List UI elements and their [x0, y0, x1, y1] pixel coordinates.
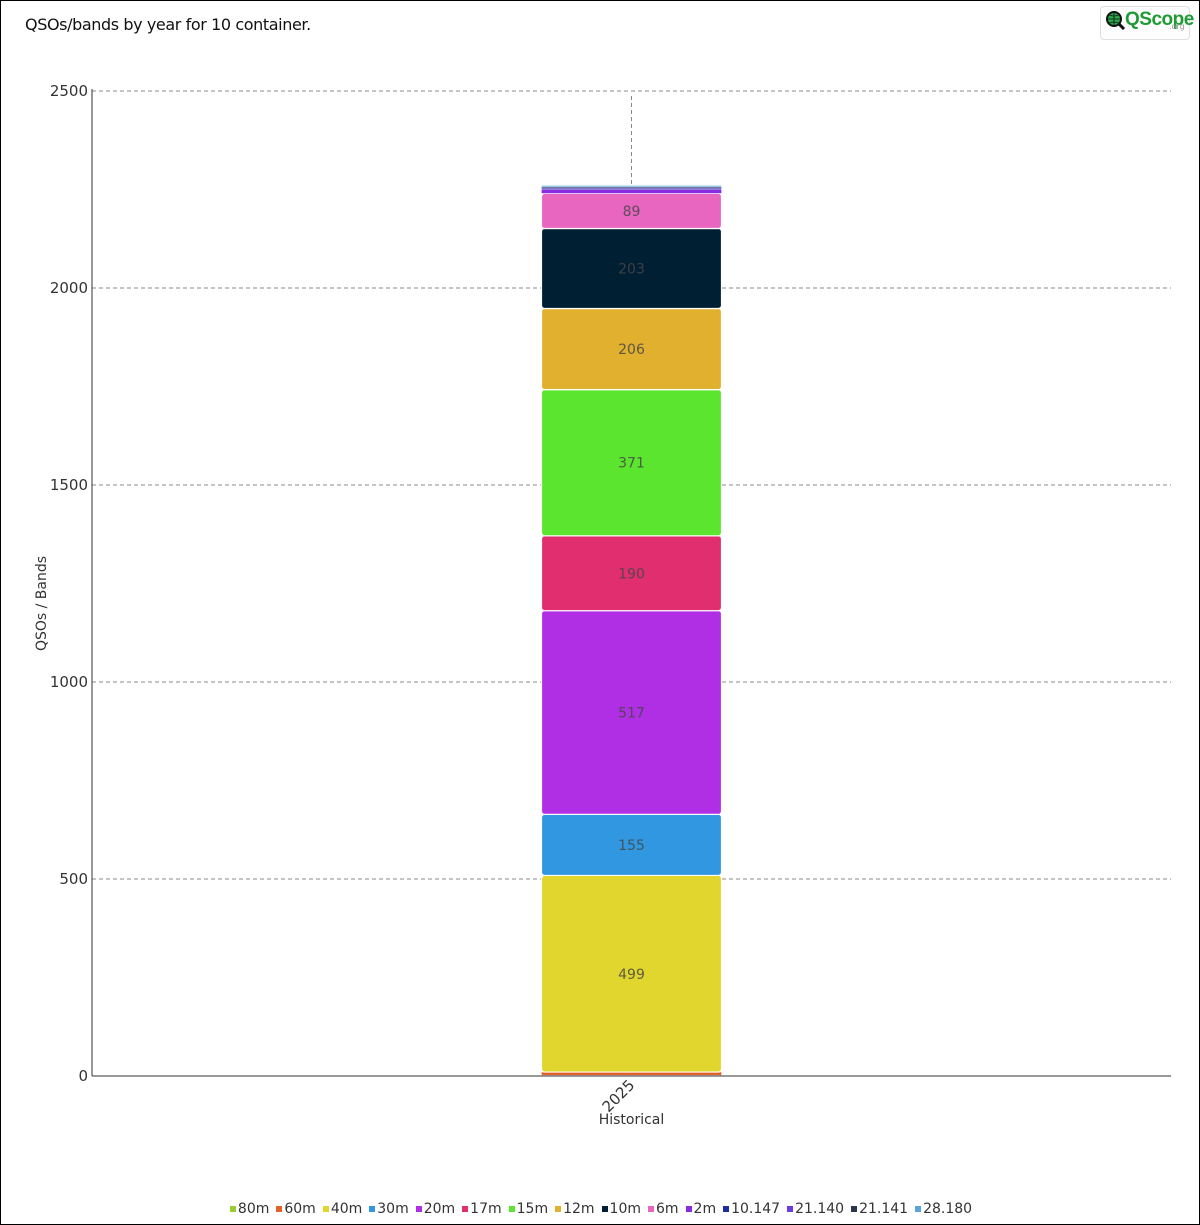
y-tick-label: 2500	[50, 82, 88, 100]
legend-label: 80m	[237, 1201, 270, 1217]
legend-item-21.141[interactable]: 21.141	[851, 1201, 908, 1217]
legend-item-17m[interactable]: 17m	[462, 1201, 502, 1217]
legend-swatch	[647, 1206, 654, 1212]
legend-label: 17m	[470, 1201, 502, 1217]
legend-label: 2m	[693, 1201, 717, 1217]
y-axis-title: QSOs / Bands	[34, 556, 50, 651]
legend-label: 10.147	[731, 1201, 781, 1217]
legend-label: 28.180	[923, 1201, 973, 1217]
plot-area: 0 500 1000 1500 2000 2500 QSOs / Bands 499 155 5…	[34, 82, 1171, 1128]
legend-label: 6m	[655, 1201, 679, 1217]
legend-item-21.140[interactable]: 21.140	[787, 1201, 844, 1217]
legend-swatch	[369, 1206, 376, 1212]
logo-word: QScope	[1125, 9, 1194, 30]
x-tick-label: 2025	[599, 1076, 639, 1116]
y-tick-label: 1000	[50, 673, 88, 691]
data-label-17m: 190	[618, 566, 645, 582]
logo-sub: .org	[1169, 22, 1185, 31]
qscope-logo[interactable]: QScope .org	[1100, 6, 1194, 40]
data-label-40m: 499	[618, 967, 645, 983]
y-tick-label: 1500	[50, 476, 88, 494]
chart-title: QSOs/bands by year for 10 container.	[25, 15, 311, 34]
legend-label: 30m	[377, 1201, 409, 1217]
data-label-20m: 517	[618, 706, 645, 722]
legend: 80m 60m 40m 30m 20m 17m 15m 12m 10m 6m 2m 10.147 21.…	[1, 1201, 1200, 1217]
data-label-15m: 371	[618, 456, 645, 472]
legend-item-80m[interactable]: 80m	[229, 1201, 270, 1217]
y-tick-label: 0	[78, 1067, 88, 1085]
legend-item-6m[interactable]: 6m	[647, 1201, 679, 1217]
y-tick-label: 2000	[50, 279, 88, 297]
legend-label: 21.140	[795, 1201, 845, 1217]
data-label-10m: 203	[618, 261, 645, 277]
legend-swatch	[415, 1206, 422, 1212]
bar-segment-28.180[interactable]	[541, 185, 722, 187]
legend-item-10m[interactable]: 10m	[601, 1201, 641, 1217]
legend-label: 60m	[284, 1201, 316, 1217]
data-label-6m: 89	[623, 204, 641, 220]
legend-item-20m[interactable]: 20m	[415, 1201, 456, 1217]
magnifier-globe-icon	[1106, 11, 1125, 30]
data-label-12m: 206	[618, 342, 645, 358]
legend-swatch	[462, 1206, 469, 1212]
legend-item-30m[interactable]: 30m	[369, 1201, 409, 1217]
legend-item-28.180[interactable]: 28.180	[915, 1201, 972, 1217]
data-label-30m: 155	[618, 838, 645, 854]
legend-swatch	[229, 1206, 236, 1212]
legend-swatch	[787, 1206, 794, 1212]
legend-swatch	[685, 1206, 692, 1212]
legend-label: 21.141	[859, 1201, 909, 1217]
legend-label: 15m	[516, 1201, 549, 1217]
legend-swatch	[276, 1206, 283, 1212]
legend-swatch	[508, 1206, 515, 1212]
legend-item-12m[interactable]: 12m	[555, 1201, 595, 1217]
x-axis-title: Historical	[599, 1112, 665, 1128]
y-tick-label: 500	[59, 870, 88, 888]
legend-item-10.147[interactable]: 10.147	[723, 1201, 780, 1217]
legend-item-40m[interactable]: 40m	[322, 1201, 363, 1217]
legend-item-60m[interactable]: 60m	[276, 1201, 316, 1217]
legend-swatch	[915, 1206, 922, 1212]
legend-label: 12m	[563, 1201, 595, 1217]
stacked-bars: 499 155 517 190 371 206 203 89	[540, 185, 723, 1077]
legend-swatch	[851, 1206, 858, 1212]
legend-label: 10m	[609, 1201, 641, 1217]
legend-label: 40m	[330, 1201, 363, 1217]
legend-item-15m[interactable]: 15m	[508, 1201, 549, 1217]
legend-swatch	[322, 1206, 329, 1212]
legend-swatch	[555, 1206, 562, 1212]
legend-swatch	[723, 1206, 730, 1212]
legend-swatch	[601, 1206, 608, 1212]
legend-label: 20m	[423, 1201, 456, 1217]
legend-item-2m[interactable]: 2m	[685, 1201, 717, 1217]
bar-segment-2m[interactable]	[541, 189, 722, 194]
y-axis: 0 500 1000 1500 2000 2500 QSOs / Bands	[34, 82, 93, 1085]
